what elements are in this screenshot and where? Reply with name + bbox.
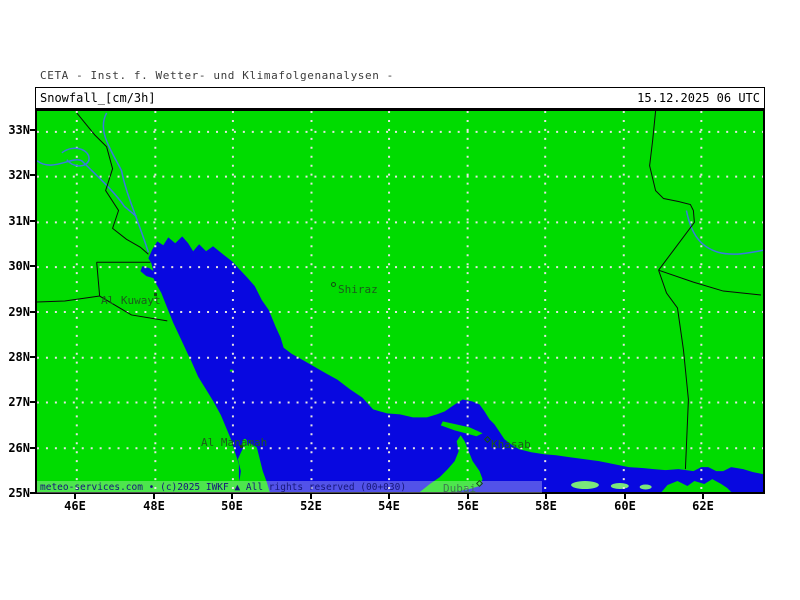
- watermark-text: meteo-services.com • (c)2025 IWKF ▲ All …: [40, 482, 407, 493]
- lon-tick-label: 50E: [221, 499, 243, 513]
- sea-area: [140, 236, 763, 492]
- lat-tick: [30, 174, 35, 176]
- musandam-peninsula: [419, 435, 483, 492]
- oman-coast-bumps: [661, 479, 732, 492]
- valid-time-label: 15.12.2025 06 UTC: [637, 91, 760, 105]
- lat-tick-label: 28N: [8, 350, 30, 364]
- island: [229, 369, 233, 372]
- snow-trace-patch: [610, 483, 629, 490]
- lon-tick: [702, 494, 704, 499]
- lat-tick: [30, 401, 35, 403]
- lat-tick: [30, 265, 35, 267]
- lon-tick-label: 56E: [457, 499, 479, 513]
- city-label-al-manamah: Al Manamah: [201, 436, 268, 449]
- lat-tick: [30, 492, 35, 494]
- island: [298, 313, 302, 316]
- lat-tick-label: 26N: [8, 441, 30, 455]
- city-marker-al-manamah: [240, 445, 243, 448]
- qatar-peninsula: [237, 443, 270, 492]
- lon-tick-label: 48E: [143, 499, 165, 513]
- lat-tick: [30, 311, 35, 313]
- lat-tick: [30, 447, 35, 449]
- lon-tick: [545, 494, 547, 499]
- lat-tick-label: 32N: [8, 168, 30, 182]
- lat-tick: [30, 129, 35, 131]
- city-marker-al-kuwayt: [154, 293, 157, 296]
- lon-tick: [153, 494, 155, 499]
- lat-tick-label: 31N: [8, 214, 30, 228]
- lon-tick: [467, 494, 469, 499]
- snow-trace-patch: [639, 484, 652, 490]
- lat-tick-label: 25N: [8, 486, 30, 500]
- country-borders: [37, 111, 762, 470]
- lon-tick: [624, 494, 626, 499]
- rivers: [37, 112, 763, 255]
- lon-tick: [310, 494, 312, 499]
- island: [204, 401, 207, 404]
- watermark-band: [37, 481, 542, 493]
- qeshm-island: [440, 421, 483, 437]
- lat-tick: [30, 356, 35, 358]
- bahrain-island: [242, 438, 248, 448]
- lat-tick-label: 27N: [8, 395, 30, 409]
- institute-title: CETA - Inst. f. Wetter- und Klimafolgena…: [40, 69, 394, 82]
- city-label-khasab: Khasab: [491, 438, 531, 451]
- map-graphic: [37, 111, 763, 492]
- island: [268, 305, 271, 308]
- city-label-shiraz: Shiraz: [338, 283, 378, 296]
- lon-tick-label: 52E: [300, 499, 322, 513]
- map-canvas: meteo-services.com • (c)2025 IWKF ▲ All …: [35, 109, 765, 494]
- lat-tick-label: 33N: [8, 123, 30, 137]
- lon-tick-label: 58E: [535, 499, 557, 513]
- map-header-bar: Snowfall_[cm/3h] 15.12.2025 06 UTC: [35, 87, 765, 109]
- lon-tick-label: 54E: [378, 499, 400, 513]
- lat-tick-label: 29N: [8, 305, 30, 319]
- product-label: Snowfall_[cm/3h]: [40, 91, 156, 105]
- lon-tick-label: 60E: [614, 499, 636, 513]
- lon-tick-label: 62E: [692, 499, 714, 513]
- lon-tick: [74, 494, 76, 499]
- lon-tick-label: 46E: [64, 499, 86, 513]
- lat-tick-label: 30N: [8, 259, 30, 273]
- city-marker-shiraz: [331, 282, 336, 287]
- city-label-dubai: Dubai: [443, 482, 477, 495]
- lat-tick: [30, 220, 35, 222]
- city-label-al-kuwayt: Al Kuwayt: [101, 294, 161, 307]
- lon-tick: [231, 494, 233, 499]
- snow-trace-patch: [571, 481, 599, 490]
- lon-tick: [388, 494, 390, 499]
